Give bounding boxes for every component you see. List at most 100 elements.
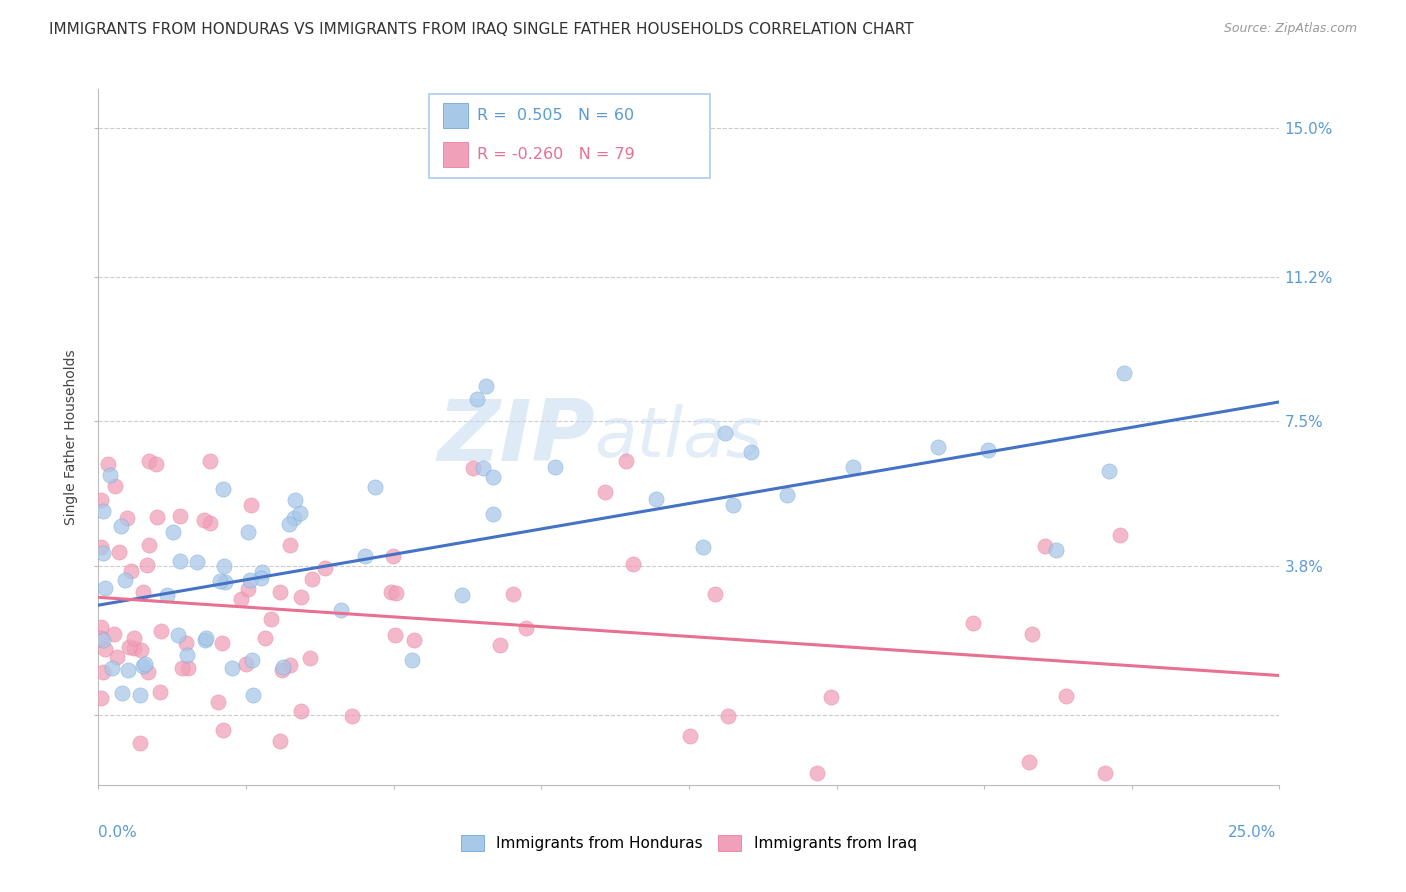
- Point: [260, 612, 283, 626]
- Point: [471, 461, 494, 475]
- Point: [543, 459, 565, 474]
- Point: [962, 616, 984, 631]
- Point: [621, 557, 644, 571]
- Point: [290, 591, 312, 605]
- Point: [120, 564, 142, 578]
- Point: [104, 479, 127, 493]
- Point: [236, 582, 259, 596]
- Y-axis label: Single Father Households: Single Father Households: [65, 350, 79, 524]
- Point: [692, 540, 714, 554]
- Point: [162, 525, 184, 540]
- Point: [475, 379, 498, 393]
- Point: [489, 638, 512, 652]
- Point: [465, 392, 488, 406]
- Point: [98, 467, 121, 482]
- Point: [384, 628, 406, 642]
- Point: [721, 498, 744, 512]
- Text: R = -0.260   N = 79: R = -0.260 N = 79: [477, 147, 634, 161]
- Point: [290, 704, 312, 718]
- Point: [301, 572, 323, 586]
- Point: [90, 691, 112, 706]
- Point: [150, 624, 173, 638]
- Point: [1045, 543, 1067, 558]
- Point: [134, 657, 156, 672]
- Point: [231, 591, 253, 606]
- Point: [135, 558, 157, 572]
- Point: [149, 685, 172, 699]
- Point: [284, 493, 307, 508]
- Point: [176, 661, 198, 675]
- Point: [174, 636, 197, 650]
- Point: [502, 587, 524, 601]
- Point: [211, 636, 233, 650]
- Point: [515, 621, 537, 635]
- Point: [110, 518, 132, 533]
- Point: [207, 695, 229, 709]
- Point: [353, 549, 375, 563]
- Point: [271, 660, 294, 674]
- Point: [1021, 626, 1043, 640]
- Point: [278, 658, 301, 673]
- Point: [1112, 366, 1135, 380]
- Point: [194, 631, 217, 645]
- Point: [250, 571, 273, 585]
- Point: [138, 665, 160, 679]
- Point: [593, 484, 616, 499]
- Point: [288, 506, 311, 520]
- Point: [704, 587, 727, 601]
- Point: [122, 632, 145, 646]
- Point: [91, 504, 114, 518]
- Point: [111, 686, 134, 700]
- Point: [193, 514, 215, 528]
- Point: [131, 585, 153, 599]
- Point: [404, 632, 426, 647]
- Point: [90, 493, 112, 508]
- Point: [364, 480, 387, 494]
- Point: [1094, 766, 1116, 780]
- Point: [644, 491, 666, 506]
- Text: 0.0%: 0.0%: [98, 825, 138, 840]
- Point: [146, 510, 169, 524]
- Point: [122, 641, 145, 656]
- Point: [1109, 528, 1132, 542]
- Point: [242, 688, 264, 702]
- Point: [212, 559, 235, 574]
- Point: [380, 585, 402, 599]
- Point: [167, 628, 190, 642]
- Point: [1018, 755, 1040, 769]
- Point: [283, 511, 305, 525]
- Point: [176, 648, 198, 662]
- Point: [115, 511, 138, 525]
- Point: [145, 458, 167, 472]
- Text: IMMIGRANTS FROM HONDURAS VS IMMIGRANTS FROM IRAQ SINGLE FATHER HOUSEHOLDS CORREL: IMMIGRANTS FROM HONDURAS VS IMMIGRANTS F…: [49, 22, 914, 37]
- Point: [277, 516, 299, 531]
- Point: [253, 631, 276, 645]
- Point: [239, 573, 262, 587]
- Point: [169, 508, 191, 523]
- Point: [820, 690, 842, 704]
- Point: [114, 574, 136, 588]
- Point: [214, 574, 236, 589]
- Text: Source: ZipAtlas.com: Source: ZipAtlas.com: [1223, 22, 1357, 36]
- Point: [717, 709, 740, 723]
- Point: [211, 723, 233, 737]
- Point: [100, 660, 122, 674]
- Point: [269, 585, 291, 599]
- Point: [129, 643, 152, 657]
- Point: [927, 441, 949, 455]
- Point: [97, 457, 120, 471]
- Point: [198, 516, 221, 530]
- Point: [236, 525, 259, 540]
- Point: [132, 658, 155, 673]
- Point: [1054, 689, 1077, 703]
- Point: [169, 553, 191, 567]
- Text: 25.0%: 25.0%: [1229, 825, 1277, 840]
- Point: [186, 555, 208, 569]
- Point: [129, 688, 152, 702]
- Point: [842, 460, 865, 475]
- Text: ZIP: ZIP: [437, 395, 595, 479]
- Point: [481, 507, 503, 521]
- Point: [212, 482, 235, 496]
- Point: [806, 766, 828, 780]
- Point: [239, 498, 262, 512]
